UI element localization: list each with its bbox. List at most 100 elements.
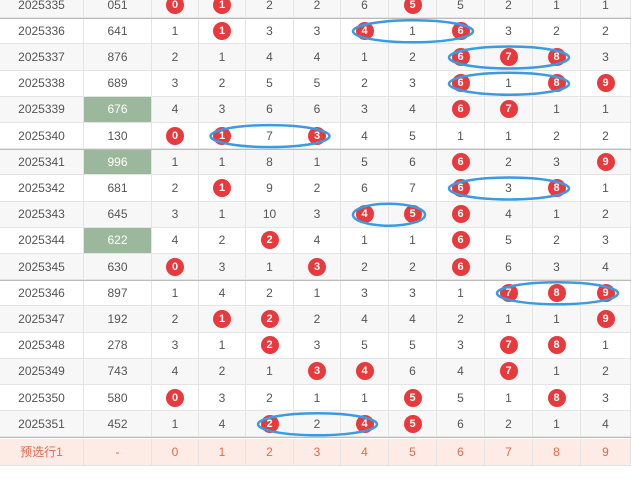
preselect-digit-9[interactable]: 9 xyxy=(581,439,631,466)
digit-cell-4: 4 xyxy=(341,123,389,150)
digit-cell-8: 8 xyxy=(533,70,581,97)
digit-cell-4: 4 xyxy=(341,306,389,333)
digit-cell-0: 0 xyxy=(152,385,199,412)
hit-ball: 7 xyxy=(499,283,518,302)
digit-cell-9: 4 xyxy=(581,254,631,281)
digit-cell-6: 6 xyxy=(437,44,485,71)
digit-cell-1: 1 xyxy=(199,18,246,45)
hit-ball: 1 xyxy=(213,126,231,145)
digit-cell-2: 5 xyxy=(246,70,294,97)
hit-ball: 9 xyxy=(596,152,615,171)
digit-cell-2: 1 xyxy=(246,358,294,385)
hit-ball: 8 xyxy=(547,178,566,197)
digit-cell-5: 5 xyxy=(389,411,437,438)
digit-cell-1: 4 xyxy=(199,411,246,438)
digit-cell-4: 5 xyxy=(341,332,389,359)
digit-cell-3: 6 xyxy=(294,96,341,123)
issue-cell: 2025343 xyxy=(0,201,84,228)
digit-cell-7: 3 xyxy=(485,175,533,202)
digit-cell-0: 0 xyxy=(152,123,199,150)
hit-ball: 1 xyxy=(213,21,231,40)
hit-ball: 5 xyxy=(403,414,422,433)
draw-number-cell: 622 xyxy=(84,227,152,254)
digit-cell-2: 8 xyxy=(246,149,294,176)
digit-cell-4: 2 xyxy=(341,254,389,281)
digit-cell-3: 3 xyxy=(294,18,341,45)
draw-number-cell: 641 xyxy=(84,18,152,45)
hit-ball: 2 xyxy=(260,309,279,328)
digit-cell-6: 6 xyxy=(437,18,485,45)
hit-ball: 4 xyxy=(355,21,374,40)
preselect-digit-5[interactable]: 5 xyxy=(389,439,437,466)
digit-cell-9: 9 xyxy=(581,149,631,176)
preselect-label[interactable]: 预选行1 xyxy=(0,439,84,466)
digit-cell-3: 2 xyxy=(294,411,341,438)
draw-number-cell: 743 xyxy=(84,358,152,385)
digit-cell-5: 5 xyxy=(389,201,437,228)
digit-cell-5: 3 xyxy=(389,280,437,307)
digit-cell-3: 4 xyxy=(294,227,341,254)
digit-cell-5: 5 xyxy=(389,0,437,19)
hit-ball: 8 xyxy=(547,336,566,355)
hit-ball: 7 xyxy=(499,336,518,355)
digit-cell-5: 7 xyxy=(389,175,437,202)
draw-number-cell: 580 xyxy=(84,385,152,412)
digit-cell-2: 2 xyxy=(246,0,294,19)
hit-ball: 8 xyxy=(547,74,566,93)
preselect-digit-1[interactable]: 1 xyxy=(199,439,246,466)
issue-cell: 2025336 xyxy=(0,18,84,45)
issue-cell: 2025335 xyxy=(0,0,84,19)
digit-cell-3: 1 xyxy=(294,385,341,412)
hit-ball: 2 xyxy=(260,336,279,355)
digit-cell-8: 8 xyxy=(533,280,581,307)
digit-cell-7: 1 xyxy=(485,70,533,97)
preselect-digit-2[interactable]: 2 xyxy=(246,439,294,466)
digit-cell-2: 2 xyxy=(246,385,294,412)
digit-cell-7: 4 xyxy=(485,201,533,228)
digit-cell-6: 6 xyxy=(437,70,485,97)
digit-cell-1: 2 xyxy=(199,358,246,385)
digit-cell-6: 6 xyxy=(437,96,485,123)
digit-cell-8: 8 xyxy=(533,44,581,71)
digit-cell-6: 5 xyxy=(437,0,485,19)
issue-cell: 2025338 xyxy=(0,70,84,97)
digit-cell-9: 3 xyxy=(581,227,631,254)
digit-cell-6: 6 xyxy=(437,227,485,254)
digit-cell-7: 1 xyxy=(485,385,533,412)
issue-cell: 2025337 xyxy=(0,44,84,71)
preselect-digit-4[interactable]: 4 xyxy=(341,439,389,466)
hit-ball: 6 xyxy=(451,21,470,40)
digit-cell-7: 7 xyxy=(485,96,533,123)
draw-number-cell: 676 xyxy=(84,96,152,123)
digit-cell-0: 2 xyxy=(152,175,199,202)
digit-cell-8: 1 xyxy=(533,306,581,333)
group-separator xyxy=(0,280,631,282)
digit-cell-2: 2 xyxy=(246,306,294,333)
digit-cell-3: 5 xyxy=(294,70,341,97)
issue-cell: 2025350 xyxy=(0,385,84,412)
digit-cell-1: 4 xyxy=(199,280,246,307)
digit-cell-3: 3 xyxy=(294,254,341,281)
preselect-number: - xyxy=(84,439,152,466)
digit-cell-9: 1 xyxy=(581,96,631,123)
digit-cell-8: 1 xyxy=(533,0,581,19)
digit-cell-3: 2 xyxy=(294,175,341,202)
issue-cell: 2025345 xyxy=(0,254,84,281)
digit-cell-3: 1 xyxy=(294,149,341,176)
digit-cell-1: 3 xyxy=(199,96,246,123)
digit-cell-0: 4 xyxy=(152,358,199,385)
draw-number-cell: 897 xyxy=(84,280,152,307)
digit-cell-4: 4 xyxy=(341,18,389,45)
preselect-digit-3[interactable]: 3 xyxy=(294,439,341,466)
digit-cell-2: 10 xyxy=(246,201,294,228)
preselect-digit-8[interactable]: 8 xyxy=(533,439,581,466)
digit-cell-7: 1 xyxy=(485,306,533,333)
preselect-digit-6[interactable]: 6 xyxy=(437,439,485,466)
digit-cell-4: 3 xyxy=(341,96,389,123)
draw-number-cell: 278 xyxy=(84,332,152,359)
digit-cell-0: 1 xyxy=(152,149,199,176)
hit-ball: 6 xyxy=(451,47,470,66)
preselect-digit-7[interactable]: 7 xyxy=(485,439,533,466)
preselect-digit-0[interactable]: 0 xyxy=(152,439,199,466)
hit-ball: 5 xyxy=(403,205,422,224)
